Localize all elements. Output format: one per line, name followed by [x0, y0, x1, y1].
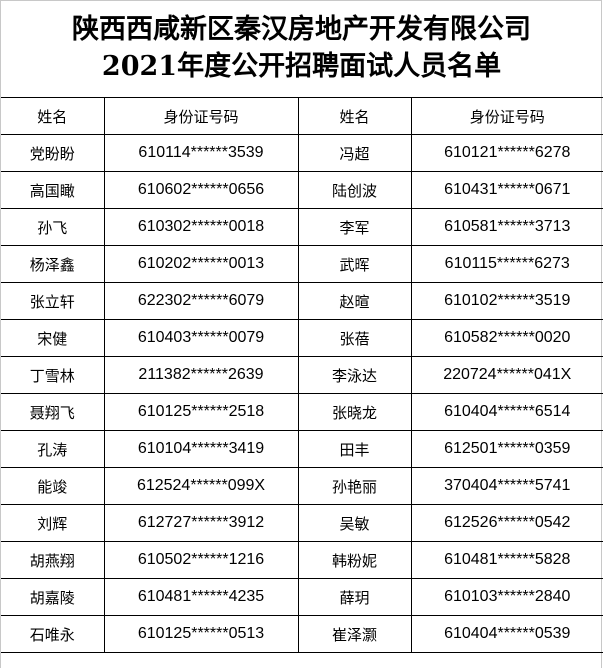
- name-cell: 田丰: [297, 430, 412, 468]
- name-cell: 宋健: [1, 319, 105, 357]
- table-row: 杨泽鑫 610202******0013 武晖 610115******6273: [1, 245, 603, 283]
- name-cell: 张蓓: [297, 319, 412, 357]
- name-cell: 冯超: [297, 134, 412, 172]
- table-row: 高国瞰 610602******0656 陆创波 610431******0671: [1, 171, 603, 209]
- table-row: 聂翔飞 610125******2518 张晓龙 610404******6514: [1, 393, 603, 431]
- id-number-cell: 610104******3419: [103, 430, 299, 468]
- table-row: 胡嘉陵 610481******4235 薛玥 610103******2840: [1, 578, 603, 616]
- table-row: 孔涛 610104******3419 田丰 612501******0359: [1, 430, 603, 468]
- id-number-cell: 610202******0013: [103, 245, 299, 283]
- id-number-cell: 612501******0359: [410, 430, 603, 468]
- name-cell: 高国瞰: [1, 171, 105, 209]
- name-cell: 李泳达: [297, 356, 412, 394]
- title-company: 陕西西咸新区秦汉房地产开发有限公司: [72, 14, 531, 45]
- id-number-cell: 610404******6514: [410, 393, 603, 431]
- header-name-1: 姓名: [1, 97, 105, 135]
- id-number-cell: 610502******1216: [103, 541, 299, 579]
- header-id-1: 身份证号码: [103, 97, 299, 135]
- name-cell: 李军: [297, 208, 412, 246]
- header-name-2: 姓名: [297, 97, 412, 135]
- name-cell: 杨泽鑫: [1, 245, 105, 283]
- name-cell: 吴敏: [297, 504, 412, 542]
- name-cell: 张晓龙: [297, 393, 412, 431]
- id-number-cell: 610125******0513: [103, 615, 299, 653]
- id-number-cell: 610404******0539: [410, 615, 603, 653]
- name-cell: 党盼盼: [1, 134, 105, 172]
- id-number-cell: 622302******6079: [103, 282, 299, 320]
- table-row: 党盼盼 610114******3539 冯超 610121******6278: [1, 134, 603, 172]
- id-number-cell: 610121******6278: [410, 134, 603, 172]
- id-number-cell: 612727******3912: [103, 504, 299, 542]
- table-row: 孙飞 610302******0018 李军 610581******3713: [1, 208, 603, 246]
- id-number-cell: 610582******0020: [410, 319, 603, 357]
- name-cell: 赵暄: [297, 282, 412, 320]
- id-number-cell: 610302******0018: [103, 208, 299, 246]
- id-number-cell: 610403******0079: [103, 319, 299, 357]
- title-list: 2021年度公开招聘面试人员名单: [101, 51, 502, 82]
- name-cell: 薛玥: [297, 578, 412, 616]
- name-cell: 孔涛: [1, 430, 105, 468]
- id-number-cell: 220724******041X: [410, 356, 603, 394]
- id-number-cell: 612526******0542: [410, 504, 603, 542]
- id-number-cell: 610602******0656: [103, 171, 299, 209]
- name-cell: 胡燕翔: [1, 541, 105, 579]
- id-number-cell: 610481******5828: [410, 541, 603, 579]
- name-cell: 孙飞: [1, 208, 105, 246]
- name-cell: 张立轩: [1, 282, 105, 320]
- name-cell: 能竣: [1, 467, 105, 505]
- table-row: 能竣 612524******099X 孙艳丽 370404******5741: [1, 467, 603, 505]
- id-number-cell: 370404******5741: [410, 467, 603, 505]
- id-number-cell: 610103******2840: [410, 578, 603, 616]
- name-cell: 聂翔飞: [1, 393, 105, 431]
- name-cell: 武晖: [297, 245, 412, 283]
- id-number-cell: 610125******2518: [103, 393, 299, 431]
- header-id-2: 身份证号码: [410, 97, 603, 135]
- id-number-cell: 612524******099X: [103, 467, 299, 505]
- name-cell: 孙艳丽: [297, 467, 412, 505]
- name-cell: 石唯永: [1, 615, 105, 653]
- interviewee-table: 姓名 身份证号码 姓名 身份证号码 党盼盼 610114******3539 冯超 6…: [1, 97, 603, 653]
- table-row: 宋健 610403******0079 张蓓 610582******0020: [1, 319, 603, 357]
- table-row: 胡燕翔 610502******1216 韩粉妮 610481******5828: [1, 541, 603, 579]
- table-row: 丁雪林 211382******2639 李泳达 220724******041X: [1, 356, 603, 394]
- name-cell: 崔泽灏: [297, 615, 412, 653]
- table-row: 刘辉 612727******3912 吴敏 612526******0542: [1, 504, 603, 542]
- name-cell: 丁雪林: [1, 356, 105, 394]
- id-number-cell: 211382******2639: [103, 356, 299, 394]
- id-number-cell: 610481******4235: [103, 578, 299, 616]
- id-number-cell: 610114******3539: [103, 134, 299, 172]
- id-number-cell: 610102******3519: [410, 282, 603, 320]
- id-number-cell: 610431******0671: [410, 171, 603, 209]
- name-cell: 韩粉妮: [297, 541, 412, 579]
- name-cell: 胡嘉陵: [1, 578, 105, 616]
- name-cell: 陆创波: [297, 171, 412, 209]
- table-row: 张立轩 622302******6079 赵暄 610102******3519: [1, 282, 603, 320]
- id-number-cell: 610581******3713: [410, 208, 603, 246]
- name-cell: 刘辉: [1, 504, 105, 542]
- table-row: 石唯永 610125******0513 崔泽灏 610404******0539: [1, 615, 603, 653]
- table-header-row: 姓名 身份证号码 姓名 身份证号码: [1, 97, 603, 135]
- id-number-cell: 610115******6273: [410, 245, 603, 283]
